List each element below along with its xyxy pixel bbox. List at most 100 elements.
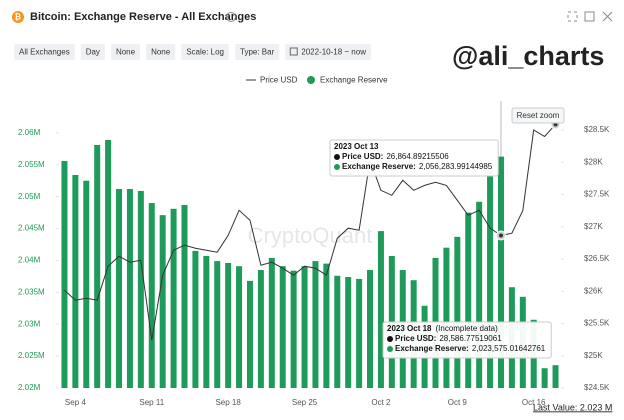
watermark: @ali_charts [452,41,604,71]
bar [225,262,232,388]
bar [72,174,79,388]
legend-label[interactable]: Exchange Reserve [320,76,388,85]
bar [301,266,308,388]
filter-button[interactable] [181,44,229,60]
btc-icon [12,11,24,23]
y-tick-label: 2.035M [18,287,45,296]
tooltip-item-value: 2,023,575.01642761 [472,344,546,353]
legend-dot [307,76,315,84]
bar [83,180,90,388]
bar [126,189,133,388]
tooltip-title: 2023 Oct 13 [334,142,379,151]
y2-tick-label: $26.5K [584,254,610,263]
bar [137,190,144,388]
bar [377,231,384,388]
filter-label[interactable]: All Exchanges [19,48,70,57]
bar [476,201,483,388]
bar [236,266,243,388]
x-tick-label: Oct 16 [522,398,546,407]
y-tick-label: 2.02M [18,383,41,392]
y2-tick-label: $26K [584,286,603,295]
filter-label[interactable]: Type: Bar [240,48,275,57]
bar [323,263,330,388]
filter-label[interactable]: Day [86,48,100,57]
filter-button[interactable] [285,44,371,60]
calendar-icon [289,47,298,56]
y-tick-label: 2.05M [18,192,41,201]
bar [290,270,297,388]
bar [159,215,166,388]
btc-symbol: ₿ [15,13,22,22]
cryptoquant-watermark: CryptoQuant [248,223,373,248]
filter-button[interactable] [14,44,75,60]
filter-button[interactable] [80,44,105,60]
toolbar-icons [567,11,613,22]
x-tick-label: Sep 18 [215,398,241,407]
x-tick-label: Oct 9 [448,398,468,407]
tooltip-item-name: Exchange Reserve: [342,162,416,171]
tooltip-item-value: 28,586.77519061 [439,334,502,343]
tooltip-dot [387,336,393,342]
y-tick-label: 2.045M [18,224,45,233]
reset-zoom-button[interactable] [511,107,565,124]
bar [334,275,341,388]
bar [116,189,123,388]
hover-marker-core [498,233,503,238]
filter-button[interactable] [235,44,280,60]
external-icon[interactable] [584,11,595,22]
filter-button[interactable] [110,44,141,60]
tooltip-note: (Incomplete data) [435,324,498,333]
y2-tick-label: $28K [584,157,603,166]
bar [552,365,559,388]
page-title: Bitcoin: Exchange Reserve - All Exchange… [30,11,256,23]
bar [443,247,450,388]
y2-tick-label: $28.5K [584,125,610,134]
reset-zoom-label[interactable]: Reset zoom [517,111,560,120]
bar [214,261,221,388]
filter-label[interactable]: None [116,48,136,57]
tooltip-item-value: 26,864.89215506 [386,152,449,161]
plot: Price USD Exchange Reserve 2.02M 2.025M 2.03… [18,76,610,408]
tooltip-item-name: Price USD: [395,334,436,343]
tooltip-dot [334,154,340,160]
tooltip-box [382,321,552,359]
filter-button[interactable] [146,44,176,60]
bar [203,255,210,388]
bar [257,270,264,388]
bar [268,257,275,388]
info-icon[interactable] [226,12,236,22]
bar [181,204,188,388]
y2-tick-label: $25.5K [584,319,610,328]
filter-label[interactable]: 2022-10-18 ~ now [301,48,366,57]
filter-label[interactable]: None [151,48,171,57]
bar [246,280,253,388]
legend: Price USD Exchange Reserve [246,76,388,85]
tooltip: 2023 Oct 18 (Incomplete data)Price USD: 28… [382,321,552,359]
y-tick-label: 2.055M [18,160,45,169]
filter-bar: All Exchanges Day None None Scale: Log Type: … [14,44,371,60]
y-tick-label: 2.06M [18,128,41,137]
fullscreen-icon[interactable] [567,11,578,22]
y-tick-label: 2.04M [18,256,41,265]
x-tick-label: Oct 2 [371,398,391,407]
bar [192,250,199,388]
bar [356,278,363,388]
y2-tick-label: $27K [584,222,603,231]
filter-label[interactable]: Scale: Log [186,48,224,57]
close-icon[interactable] [602,11,613,22]
x-tick-label: Sep 11 [139,398,164,407]
x-tick-label: Sep 4 [65,398,86,407]
legend-label[interactable]: Price USD [260,76,298,85]
bar [465,212,472,388]
y-tick-label: 2.025M [18,351,45,360]
y-tick-label: 2.03M [18,319,41,328]
tooltip-item-name: Price USD: [342,152,383,161]
y2-tick-label: $24.5K [584,383,610,392]
last-value: Last Value: 2.023 M [533,402,612,412]
y2-tick-label: $27.5K [584,190,610,199]
bar [345,277,352,388]
bar [312,261,319,388]
tooltip-dot [334,164,340,170]
tooltip-item-value: 2,056,283.99144985 [419,162,493,171]
